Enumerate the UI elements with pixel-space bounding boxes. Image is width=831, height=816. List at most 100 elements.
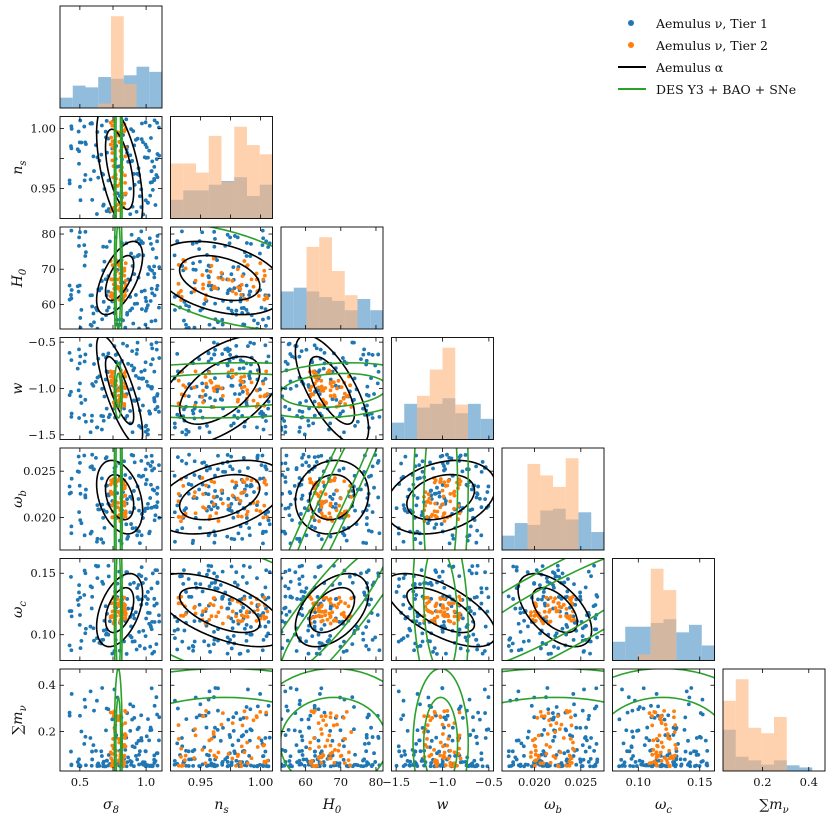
point-tier1	[101, 628, 106, 633]
point-tier2	[346, 758, 351, 763]
point-tier1	[77, 416, 82, 420]
point-tier1	[434, 735, 439, 740]
point-tier1	[180, 736, 184, 740]
point-tier1	[182, 407, 186, 412]
point-tier1	[155, 485, 160, 490]
point-tier2	[176, 601, 181, 606]
point-tier2	[110, 370, 115, 375]
point-tier1	[620, 763, 625, 768]
point-tier1	[90, 198, 95, 202]
panel-w-mnu: −1.5 −1.0 −0.5	[382, 668, 503, 789]
point-tier1	[148, 644, 153, 649]
point-tier1	[241, 455, 246, 460]
point-tier1	[369, 529, 374, 534]
point-tier1	[152, 264, 157, 269]
point-tier1	[264, 529, 268, 534]
xtick-label-H0: 80	[369, 775, 384, 789]
contour-des-y3	[113, 448, 124, 550]
point-tier1	[184, 322, 188, 327]
point-tier2	[569, 723, 574, 728]
panel-frame	[501, 447, 605, 551]
point-tier1	[209, 507, 214, 512]
hist-tier2-bar	[761, 733, 774, 771]
point-tier2	[434, 601, 439, 606]
point-tier1	[304, 347, 309, 352]
ytick-label-ns: 0.95	[30, 182, 56, 196]
point-tier1	[101, 759, 106, 764]
point-tier2	[458, 756, 463, 761]
point-tier1	[246, 466, 250, 470]
point-tier2	[673, 753, 677, 758]
point-tier1	[88, 177, 93, 182]
point-tier1	[549, 651, 553, 656]
point-tier1	[237, 469, 242, 474]
point-tier2	[445, 607, 450, 611]
point-tier2	[234, 614, 238, 619]
point-tier2	[230, 368, 235, 373]
xtick-label-mnu: 0.4	[800, 775, 818, 789]
point-tier1	[147, 148, 152, 153]
ytick-label-w: −1.0	[28, 382, 56, 396]
point-tier2	[532, 764, 537, 768]
point-tier1	[78, 230, 82, 235]
point-tier1	[397, 577, 402, 581]
point-tier1	[338, 581, 342, 586]
point-tier1	[69, 614, 74, 619]
point-tier1	[286, 342, 291, 347]
point-tier1	[586, 759, 591, 764]
point-tier1	[536, 597, 540, 602]
point-tier2	[123, 613, 128, 618]
point-tier2	[425, 723, 430, 728]
point-tier2	[553, 606, 558, 610]
point-tier1	[260, 648, 265, 653]
point-tier2	[123, 261, 128, 266]
point-tier1	[353, 508, 357, 513]
hist-tier1-bar	[689, 624, 702, 661]
point-tier1	[77, 161, 81, 166]
hist-tier2-bar	[111, 16, 124, 108]
point-tier1	[125, 311, 130, 315]
point-tier1	[227, 241, 232, 246]
contour-aemulus-alpha	[170, 459, 273, 535]
point-tier1	[545, 579, 550, 584]
point-tier1	[472, 595, 477, 600]
point-tier2	[328, 393, 333, 398]
point-tier1	[263, 465, 268, 469]
point-tier1	[227, 358, 232, 363]
contour-aemulus-alpha	[178, 473, 261, 521]
point-tier2	[334, 508, 339, 513]
point-tier1	[213, 533, 218, 538]
point-tier2	[109, 478, 114, 483]
point-tier1	[141, 628, 146, 633]
point-tier1	[408, 606, 412, 611]
point-tier1	[429, 738, 434, 743]
point-tier1	[705, 748, 710, 753]
point-tier1	[474, 464, 478, 469]
point-tier2	[211, 732, 216, 736]
point-tier1	[317, 646, 322, 651]
point-tier1	[310, 634, 315, 639]
point-tier2	[239, 375, 244, 380]
point-tier2	[559, 722, 564, 727]
point-tier2	[261, 381, 266, 386]
point-tier1	[150, 651, 155, 656]
point-tier2	[672, 715, 676, 720]
point-tier1	[419, 568, 424, 573]
point-tier1	[139, 239, 144, 243]
point-tier2	[110, 761, 115, 766]
point-tier1	[322, 710, 327, 715]
point-tier1	[415, 529, 420, 534]
point-tier1	[574, 762, 579, 767]
point-tier1	[434, 522, 439, 527]
point-tier1	[77, 347, 81, 352]
point-tier2	[204, 709, 209, 713]
point-tier2	[240, 274, 245, 279]
point-tier1	[350, 340, 355, 345]
panel-frame	[59, 116, 163, 219]
point-tier1	[352, 376, 357, 381]
point-tier1	[671, 760, 675, 764]
point-tier1	[294, 687, 299, 692]
point-tier1	[334, 397, 339, 402]
point-tier1	[509, 764, 514, 768]
